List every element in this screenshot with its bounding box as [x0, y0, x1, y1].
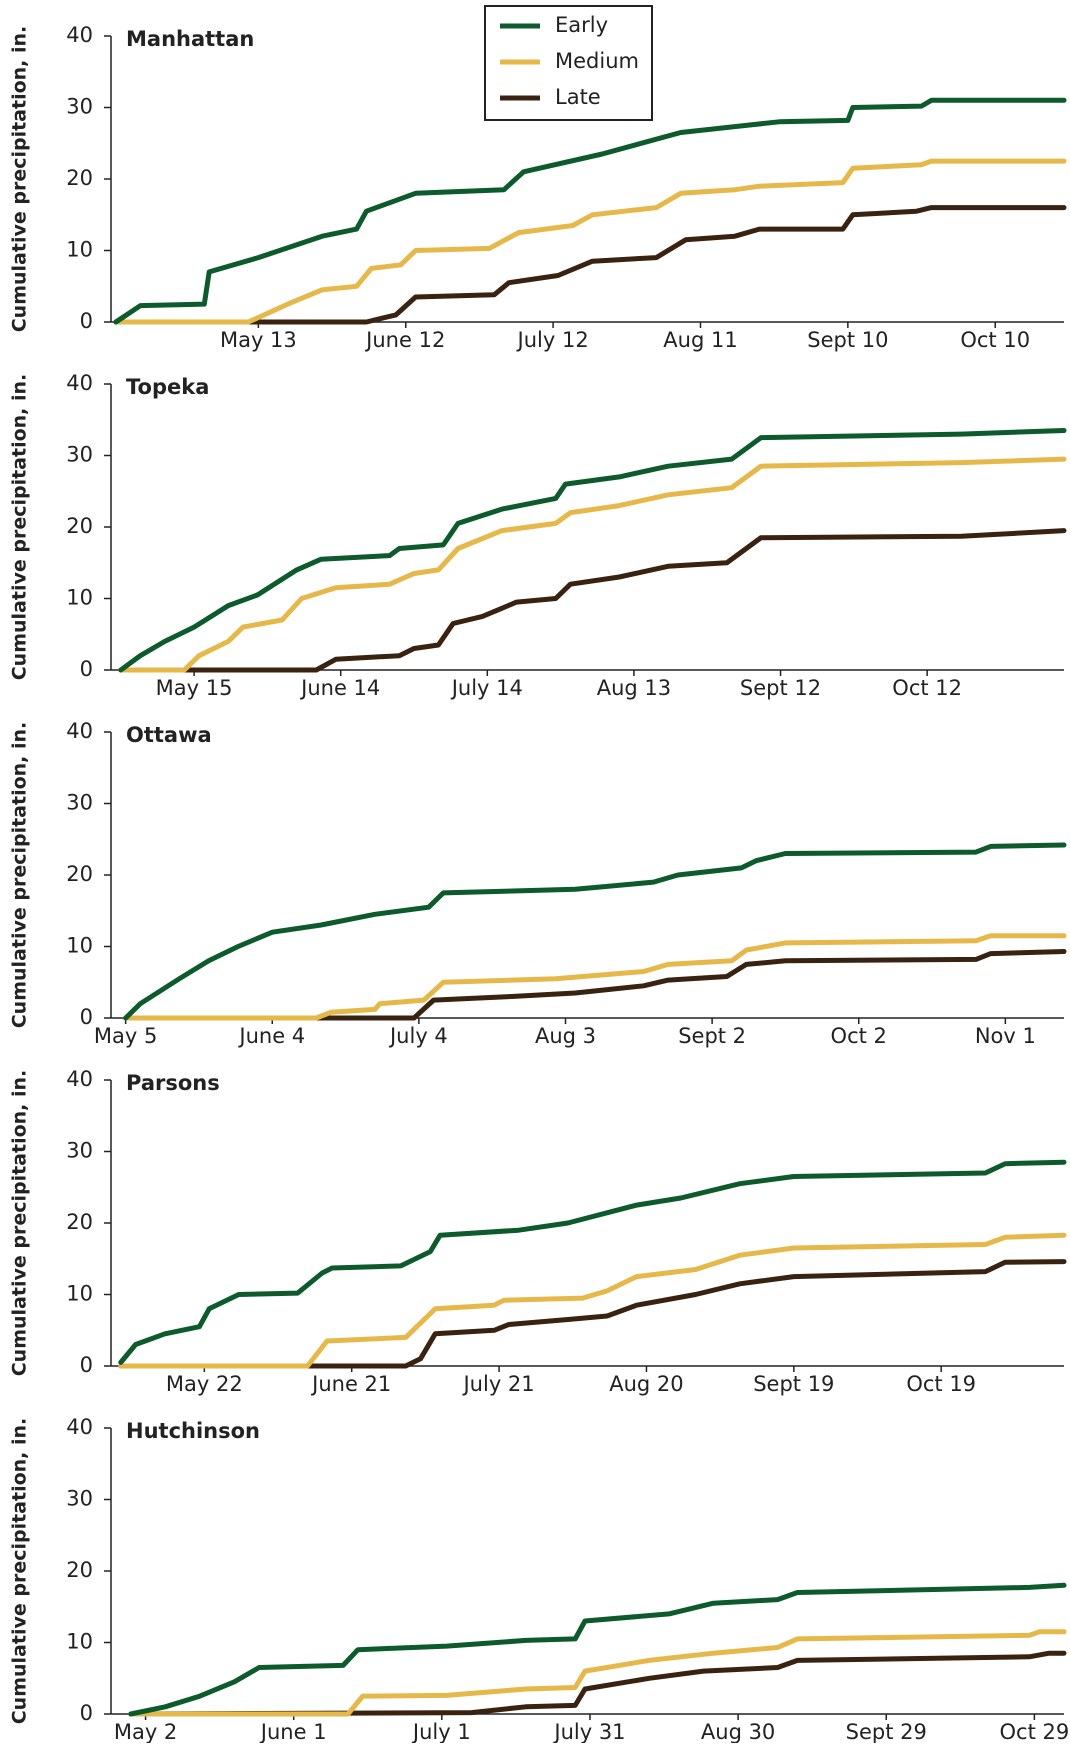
x-tick-label: June 21: [310, 1372, 391, 1396]
y-tick-label: 30: [66, 95, 93, 119]
series-line: [123, 949, 1067, 1021]
x-tick-label: June 4: [237, 1024, 305, 1048]
x-tick-label: June 1: [259, 1720, 327, 1743]
y-tick-label: 30: [66, 1139, 93, 1163]
x-tick-label: Aug 13: [597, 676, 671, 700]
x-tick-label: Sept 10: [807, 328, 888, 352]
x-tick-label: July 12: [516, 328, 589, 352]
y-tick-label: 10: [66, 1630, 93, 1654]
y-tick-label: 40: [66, 1067, 93, 1091]
y-tick-label: 30: [66, 1487, 93, 1511]
panel-title: Ottawa: [126, 723, 212, 747]
x-tick-label: May 22: [166, 1372, 243, 1396]
series-line: [118, 428, 1067, 673]
y-tick-label: 40: [66, 371, 93, 395]
y-tick-label: 40: [66, 23, 93, 47]
x-tick-label: June 12: [364, 328, 445, 352]
panel-title: Manhattan: [126, 27, 254, 51]
x-tick-label: May 13: [220, 328, 297, 352]
y-axis-label: Cumulative precipitation, in.: [9, 1418, 31, 1725]
series-line: [118, 528, 1067, 673]
x-tick-label: Oct 2: [831, 1024, 887, 1048]
y-tick-label: 40: [66, 1415, 93, 1439]
x-tick-label: Oct 29: [1000, 1720, 1070, 1743]
y-tick-label: 20: [66, 514, 93, 538]
y-tick-label: 0: [80, 309, 93, 333]
legend-label: Early: [555, 13, 608, 37]
legend-label: Late: [555, 85, 601, 109]
x-tick-label: Nov 1: [975, 1024, 1036, 1048]
y-tick-label: 30: [66, 791, 93, 815]
series-line: [113, 158, 1067, 325]
series-line: [118, 1159, 1067, 1365]
panel-title: Parsons: [126, 1071, 220, 1095]
x-tick-label: Sept 12: [740, 676, 821, 700]
x-tick-label: May 5: [94, 1024, 157, 1048]
x-tick-label: Oct 10: [960, 328, 1030, 352]
y-tick-label: 10: [66, 238, 93, 262]
x-tick-label: Oct 12: [892, 676, 962, 700]
y-tick-label: 0: [80, 1005, 93, 1029]
y-tick-label: 20: [66, 1210, 93, 1234]
y-tick-label: 10: [66, 1282, 93, 1306]
series-line: [128, 1629, 1067, 1717]
panel-title: Hutchinson: [126, 1419, 260, 1443]
x-tick-label: Sept 29: [846, 1720, 927, 1743]
series-line: [118, 456, 1067, 673]
y-tick-label: 40: [66, 719, 93, 743]
y-axis-label: Cumulative precipitation, in.: [9, 1070, 31, 1377]
panel-title: Topeka: [126, 375, 209, 399]
x-tick-label: June 14: [299, 676, 380, 700]
y-tick-label: 0: [80, 1701, 93, 1725]
x-tick-label: May 15: [156, 676, 233, 700]
series-line: [118, 1259, 1067, 1369]
series-line: [128, 1650, 1067, 1717]
y-tick-label: 0: [80, 1353, 93, 1377]
x-tick-label: Aug 20: [609, 1372, 683, 1396]
x-tick-label: July 1: [411, 1720, 471, 1743]
x-tick-label: Aug 30: [701, 1720, 775, 1743]
series-line: [123, 933, 1067, 1021]
x-tick-label: Sept 19: [753, 1372, 834, 1396]
y-tick-label: 20: [66, 166, 93, 190]
y-tick-label: 30: [66, 443, 93, 467]
y-axis-label: Cumulative precipitation, in.: [9, 26, 31, 333]
x-tick-label: July 31: [552, 1720, 625, 1743]
series-line: [113, 97, 1067, 325]
series-line: [123, 842, 1067, 1021]
x-tick-label: July 21: [461, 1372, 534, 1396]
x-tick-label: July 4: [388, 1024, 448, 1048]
y-tick-label: 0: [80, 657, 93, 681]
y-tick-label: 20: [66, 862, 93, 886]
y-tick-label: 10: [66, 934, 93, 958]
x-tick-label: Aug 3: [535, 1024, 596, 1048]
y-axis-label: Cumulative precipitation, in.: [9, 374, 31, 681]
y-tick-label: 20: [66, 1558, 93, 1582]
x-tick-label: Sept 2: [678, 1024, 746, 1048]
x-tick-label: Oct 19: [906, 1372, 976, 1396]
series-line: [113, 205, 1067, 325]
x-tick-label: July 14: [450, 676, 523, 700]
y-tick-label: 10: [66, 586, 93, 610]
series-line: [118, 1232, 1067, 1369]
x-tick-label: Aug 11: [663, 328, 737, 352]
x-tick-label: May 2: [114, 1720, 177, 1743]
y-axis-label: Cumulative precipitation, in.: [9, 722, 31, 1029]
legend-label: Medium: [555, 49, 639, 73]
series-line: [128, 1582, 1067, 1717]
